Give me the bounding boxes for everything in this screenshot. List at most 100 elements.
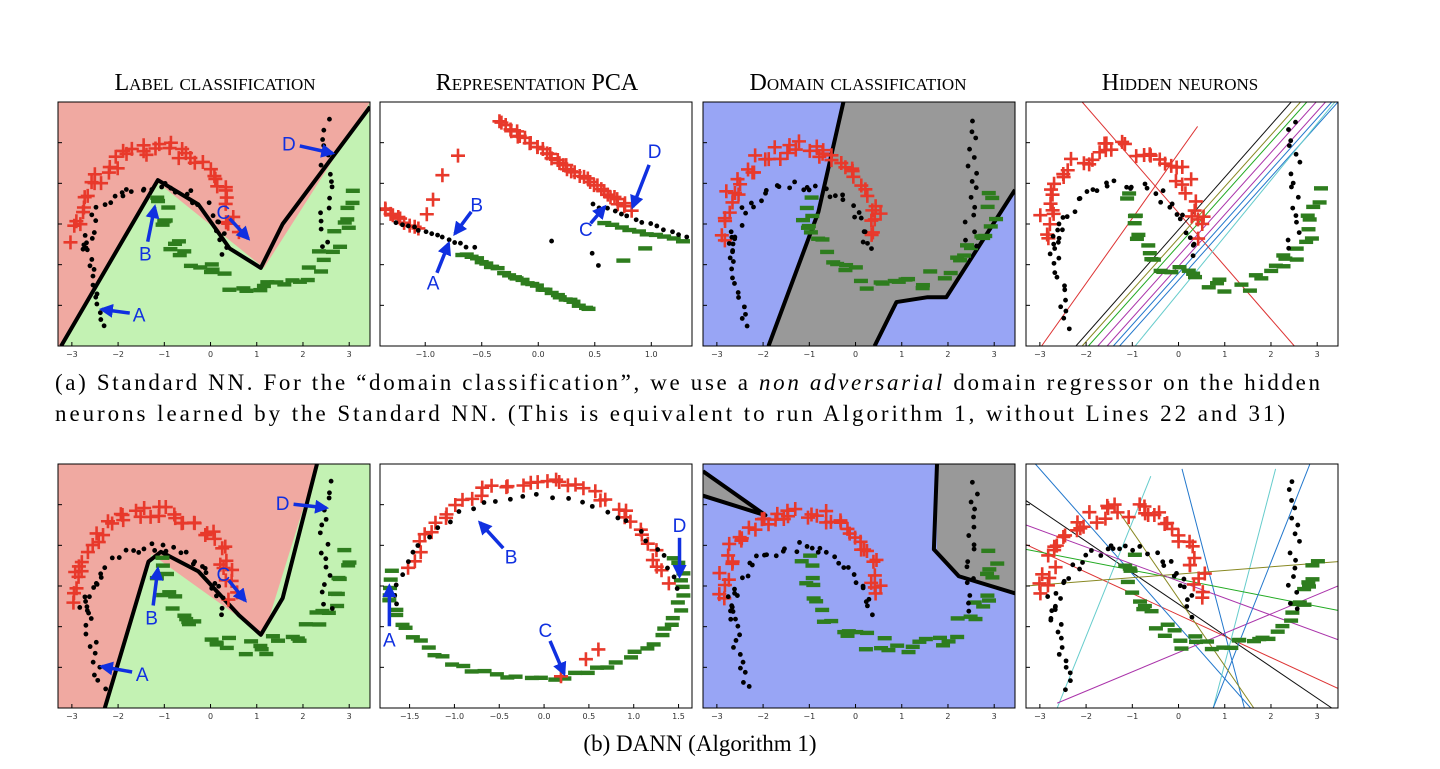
plot-area xyxy=(1026,464,1338,708)
unlabeled-point xyxy=(674,586,680,591)
unlabeled-point xyxy=(329,606,335,611)
source-point xyxy=(426,192,441,207)
target-point xyxy=(1312,200,1327,205)
source-point xyxy=(187,516,202,531)
target-point xyxy=(820,249,835,255)
unlabeled-point xyxy=(1056,221,1062,227)
unlabeled-point xyxy=(327,490,332,496)
target-point xyxy=(976,604,991,609)
unlabeled-point xyxy=(1177,216,1183,222)
unlabeled-point xyxy=(405,559,411,565)
unlabeled-point xyxy=(1124,184,1130,190)
source-point xyxy=(867,568,882,583)
unlabeled-point xyxy=(481,500,487,505)
neuron-line xyxy=(1181,468,1245,708)
unlabeled-point xyxy=(728,616,734,622)
source-point xyxy=(1047,176,1062,191)
target-point xyxy=(265,634,280,639)
target-point xyxy=(664,622,679,627)
unlabeled-point xyxy=(1184,604,1190,609)
unlabeled-point xyxy=(163,548,169,554)
x-tick-label: 3 xyxy=(1315,350,1320,359)
source-point xyxy=(1184,172,1199,187)
unlabeled-point xyxy=(456,509,462,514)
unlabeled-point xyxy=(321,582,327,587)
background xyxy=(1026,102,1338,346)
target-point xyxy=(162,590,177,595)
unlabeled-point xyxy=(671,574,677,580)
source-point xyxy=(746,165,761,180)
target-point xyxy=(989,216,1004,222)
target-point xyxy=(1275,623,1290,629)
target-point xyxy=(312,622,327,627)
unlabeled-point xyxy=(729,604,735,610)
caption-text: (b) DANN (Algorithm 1) xyxy=(583,731,816,756)
unlabeled-point xyxy=(219,612,224,618)
target-point xyxy=(640,646,655,651)
source-point xyxy=(725,195,740,210)
source-point xyxy=(1195,590,1210,605)
unlabeled-point xyxy=(763,190,768,196)
unlabeled-point xyxy=(415,543,421,548)
unlabeled-point xyxy=(1288,138,1294,144)
target-point xyxy=(648,232,663,238)
source-point xyxy=(617,199,632,214)
unlabeled-point xyxy=(410,549,416,555)
source-point xyxy=(105,516,120,531)
panel: −3 −2 −1 0 1 2 3 A B C D xyxy=(57,101,371,359)
unlabeled-point xyxy=(809,545,815,551)
target-point xyxy=(901,276,916,282)
target-point xyxy=(673,578,688,583)
unlabeled-point xyxy=(654,223,660,229)
unlabeled-point xyxy=(1062,283,1067,289)
unlabeled-point xyxy=(550,495,555,501)
target-point xyxy=(1141,243,1156,248)
unlabeled-point xyxy=(1104,180,1109,186)
unlabeled-point xyxy=(183,549,189,555)
target-point xyxy=(985,575,1000,580)
unlabeled-point xyxy=(216,583,222,589)
decision-boundary xyxy=(102,464,319,708)
unlabeled-point xyxy=(815,549,821,555)
target-point xyxy=(383,577,398,582)
source-point xyxy=(1058,528,1073,543)
panel: −3 −2 −1 0 1 2 3 xyxy=(702,463,1016,721)
unlabeled-point xyxy=(797,540,802,545)
target-point xyxy=(1160,622,1175,627)
unlabeled-point xyxy=(149,187,155,192)
unlabeled-point xyxy=(1285,582,1291,588)
target-point xyxy=(490,265,505,271)
unlabeled-point xyxy=(400,222,405,228)
unlabeled-point xyxy=(321,127,327,133)
target-point xyxy=(1122,191,1137,196)
neuron-line xyxy=(1212,464,1311,708)
caption: (a) Standard NN. For the “domain classif… xyxy=(55,370,1320,395)
source-point xyxy=(661,576,676,591)
unlabeled-point xyxy=(1051,260,1057,266)
unlabeled-point xyxy=(971,212,977,218)
unlabeled-point xyxy=(731,645,736,650)
target-point xyxy=(923,269,938,274)
annotation-label: C xyxy=(538,621,552,642)
source-point xyxy=(207,531,222,546)
target-point xyxy=(980,571,995,577)
unlabeled-point xyxy=(968,499,974,505)
x-tick-label: 0 xyxy=(208,712,213,721)
unlabeled-point xyxy=(1045,594,1051,599)
target-point xyxy=(311,249,326,254)
annotation-label: D xyxy=(282,134,296,155)
unlabeled-point xyxy=(1105,546,1111,552)
unlabeled-point xyxy=(217,237,223,243)
target-point xyxy=(1261,636,1276,642)
target-point xyxy=(1313,186,1328,191)
annotation-label: D xyxy=(276,494,290,515)
target-point xyxy=(1301,227,1316,232)
unlabeled-point xyxy=(1189,593,1195,598)
unlabeled-point xyxy=(1189,614,1195,620)
unlabeled-point xyxy=(1161,563,1167,568)
unlabeled-point xyxy=(318,210,323,216)
unlabeled-point xyxy=(612,208,618,214)
unlabeled-point xyxy=(93,639,99,645)
x-tick-label: 3 xyxy=(992,712,997,721)
unlabeled-point xyxy=(863,599,869,605)
